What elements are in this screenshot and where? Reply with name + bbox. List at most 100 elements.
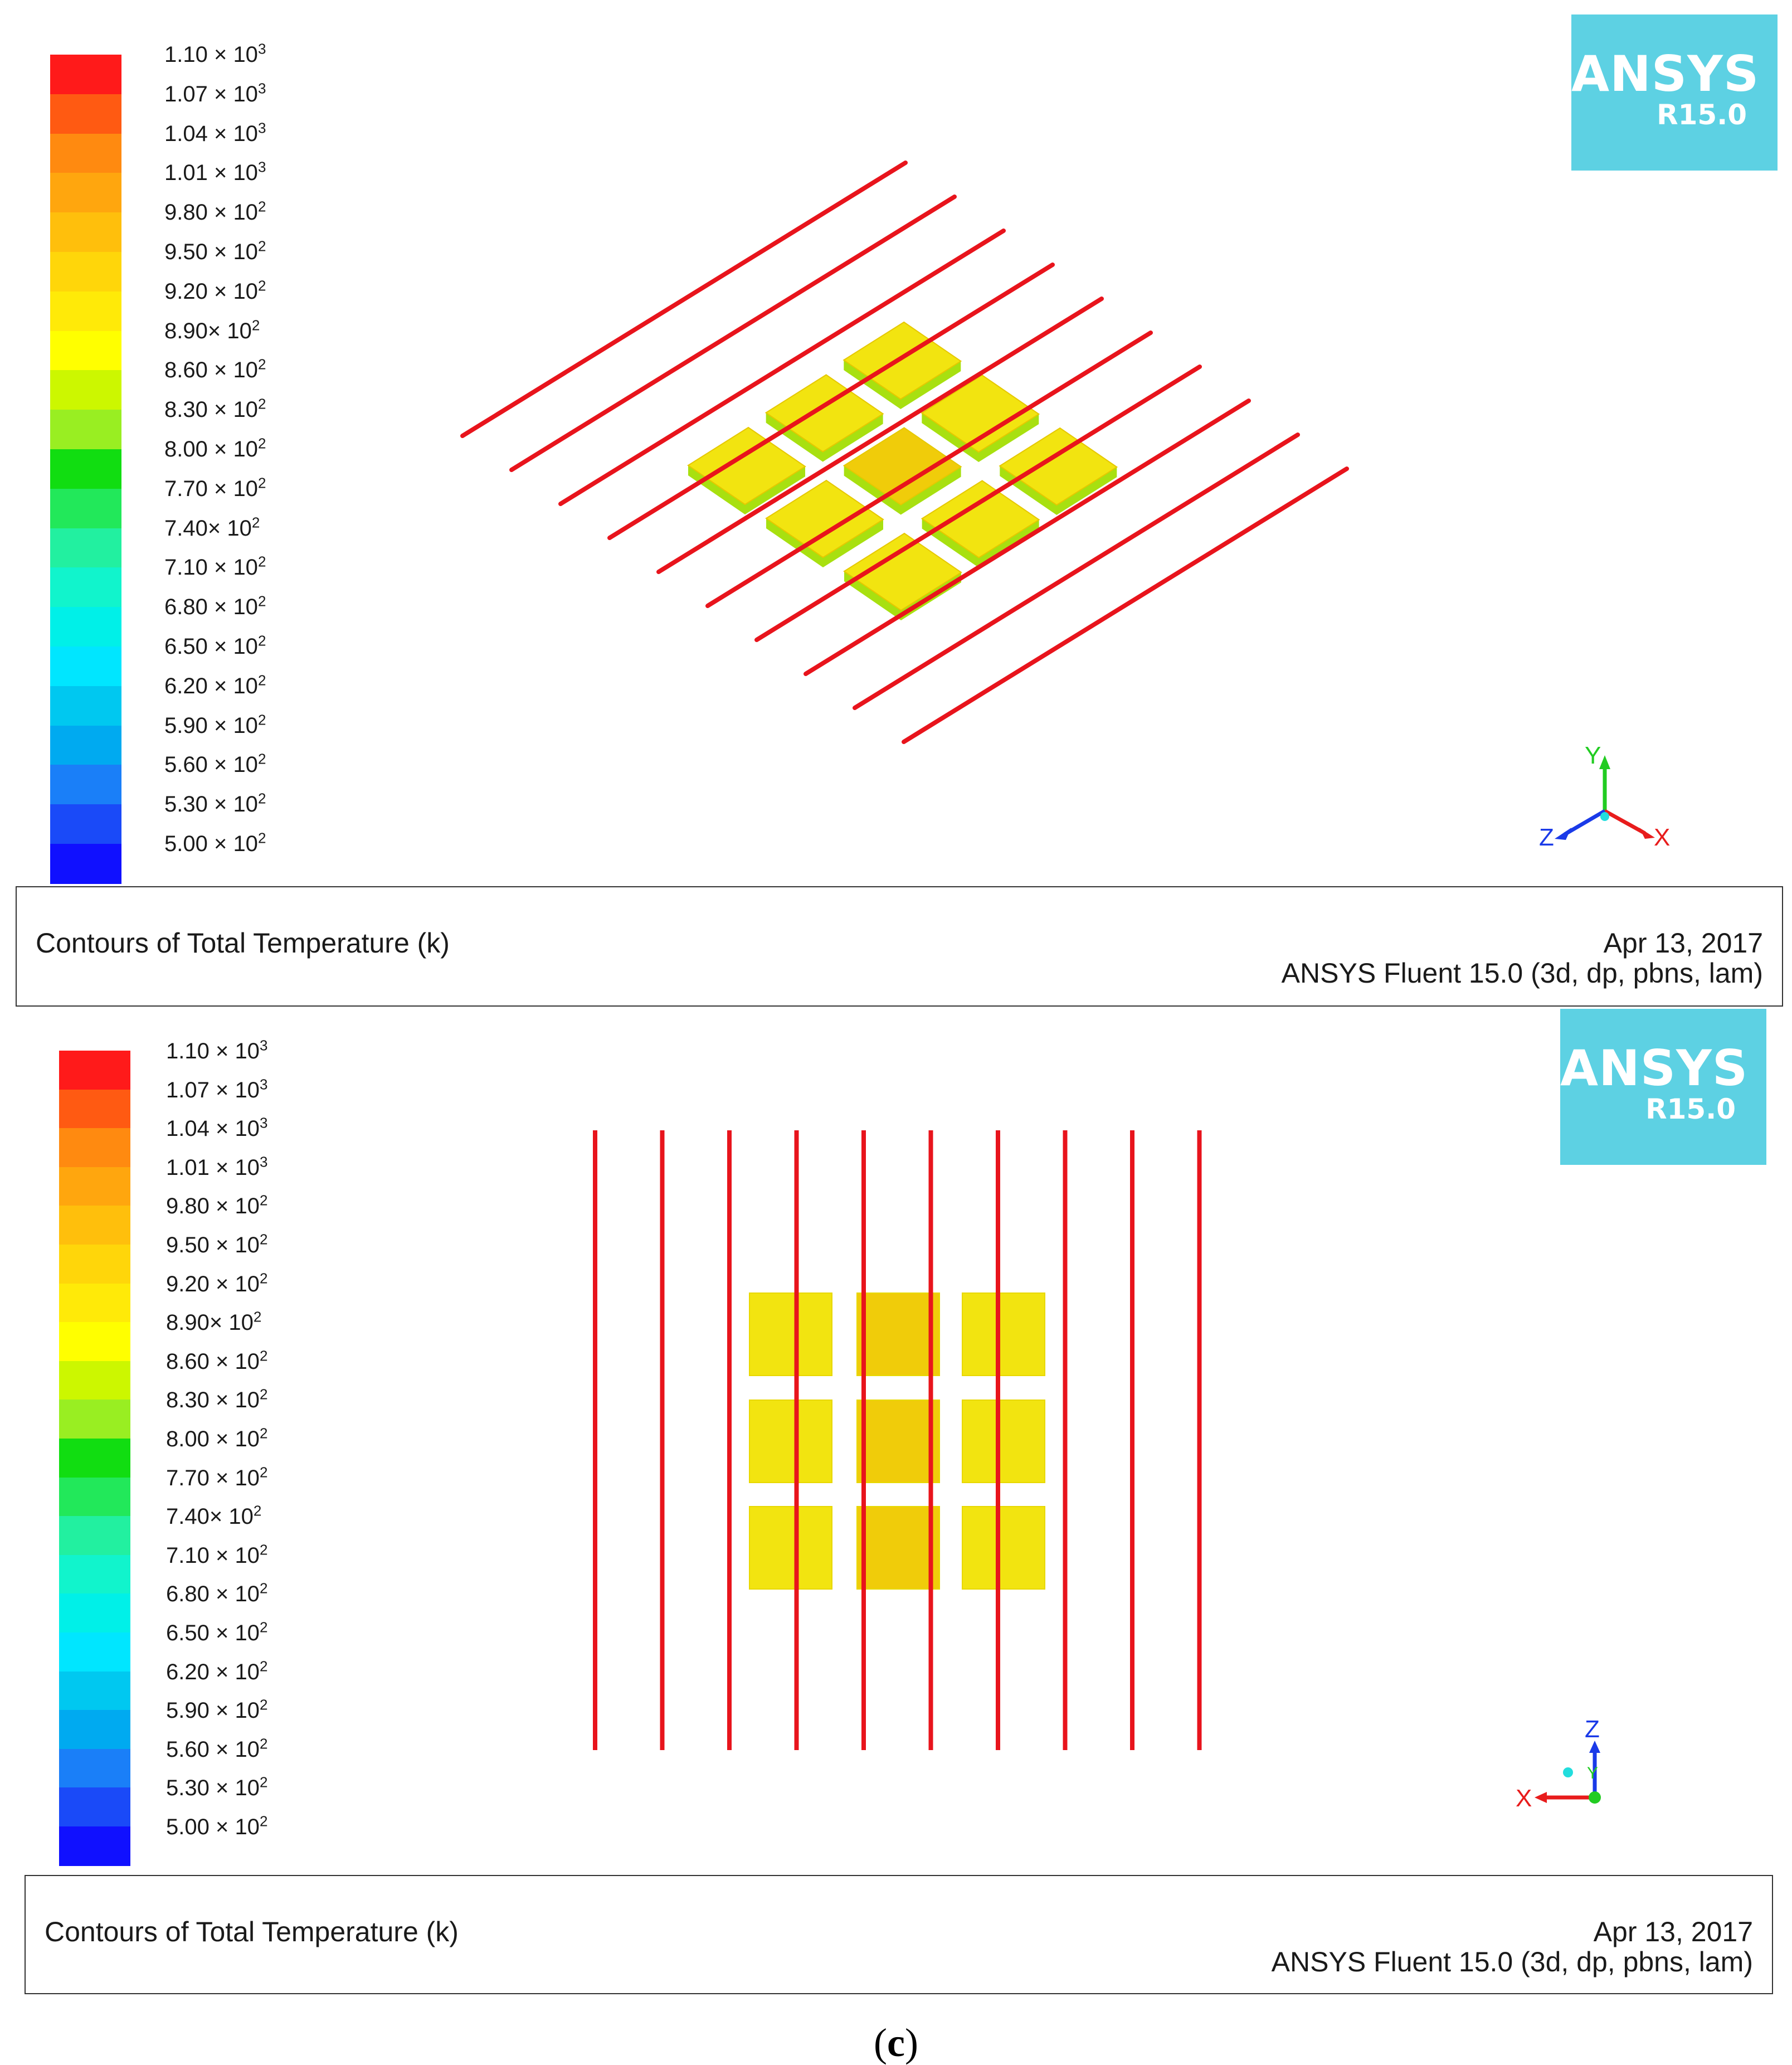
legend-swatch (59, 1322, 130, 1362)
legend-swatch (59, 1361, 130, 1401)
caption-date: Apr 13, 2017 (1593, 1916, 1753, 1947)
legend-label: 1.04 × 103 (166, 1114, 268, 1141)
legend-swatch (50, 410, 121, 450)
legend-label: 6.80 × 102 (166, 1580, 268, 1607)
legend-swatch (50, 647, 121, 687)
legend-swatch (59, 1283, 130, 1323)
legend-label: 6.20 × 102 (166, 1658, 268, 1684)
heating-rod (754, 365, 1202, 642)
heater-block-side (766, 412, 883, 462)
ansys-brand: ANSYS (1560, 1039, 1749, 1097)
caption-title: Contours of Total Temperature (k) (45, 1916, 459, 1947)
legend-swatch (59, 1089, 130, 1129)
legend-label: 8.00 × 102 (164, 435, 266, 461)
legend-label: 8.00 × 102 (166, 1425, 268, 1451)
graphics-viewport[interactable]: Z X Y (0, 1009, 1792, 1873)
heater-block (749, 1506, 832, 1590)
legend-swatch (50, 844, 121, 884)
heating-rod (656, 297, 1104, 574)
heater-block (843, 427, 962, 506)
legend-swatch (50, 133, 121, 174)
axis-origin-icon (1600, 812, 1609, 821)
legend-label: 5.30 × 102 (164, 790, 266, 817)
legend-swatch (59, 1245, 130, 1284)
legend-swatch (59, 1439, 130, 1478)
heating-rod (804, 399, 1251, 676)
graphics-viewport[interactable]: Y X Z (0, 0, 1792, 886)
legend-swatch (59, 1593, 130, 1633)
heater-block (962, 1293, 1045, 1376)
legend-label: 1.01 × 103 (164, 159, 266, 186)
heater-block (749, 1400, 832, 1483)
legend-label: 9.50 × 102 (166, 1231, 268, 1257)
legend-label: 7.70 × 102 (166, 1464, 268, 1490)
axis-z-label: Z (1585, 1716, 1600, 1743)
legend-swatch (50, 291, 121, 332)
legend-swatch (50, 765, 121, 805)
axis-triad: Z X Y (1516, 1716, 1601, 1812)
legend-label: 5.90 × 102 (164, 711, 266, 738)
axis-y-label: Y (1587, 1764, 1598, 1782)
legend-swatch (50, 804, 121, 844)
axis-x-line (1604, 809, 1646, 835)
heater-blocks (749, 1293, 1045, 1590)
heater-block (999, 427, 1118, 506)
heater-block (764, 374, 884, 453)
legend-swatch (50, 528, 121, 569)
legend-swatch (59, 1167, 130, 1207)
ansys-version: R15.0 (1645, 1093, 1736, 1125)
legend-swatch (59, 1051, 130, 1090)
heating-rods (593, 1130, 1202, 1750)
legend-label: 9.20 × 102 (166, 1270, 268, 1296)
heater-block (843, 532, 962, 611)
legend-label: 8.30 × 102 (166, 1386, 268, 1413)
heater-block (921, 480, 1040, 558)
heating-rod (853, 433, 1300, 710)
legend-swatch (50, 567, 121, 608)
axis-origin-icon (1589, 1791, 1601, 1804)
axis-z-line (1564, 809, 1606, 837)
axis-y-label: Y (1585, 742, 1601, 769)
legend-label: 9.80 × 102 (164, 198, 266, 225)
legend-label: 7.70 × 102 (164, 474, 266, 501)
caption-title: Contours of Total Temperature (k) (36, 927, 450, 959)
legend-label: 9.20 × 102 (164, 277, 266, 304)
legend-label: 1.04 × 103 (164, 119, 266, 146)
legend-swatch (50, 370, 121, 411)
caption-box: Contours of Total Temperature (k) Apr 13… (25, 1875, 1773, 1994)
legend-label: 1.07 × 103 (164, 80, 266, 106)
axis-x-label: X (1516, 1785, 1532, 1812)
heater-block (765, 479, 884, 558)
caption-box: Contours of Total Temperature (k) Apr 13… (16, 886, 1783, 1007)
legend-swatch (50, 173, 121, 213)
contour-panel-isometric: 1.10 × 103 1.07 × 103 1.04 × 103 1.01 × 103… (0, 0, 1792, 1014)
heater-block (856, 1400, 940, 1483)
heater-block (962, 1400, 1045, 1483)
heater-block-side (844, 360, 961, 409)
legend-swatch (59, 1710, 130, 1750)
heating-rod (705, 331, 1153, 608)
legend-swatch (50, 725, 121, 766)
heater-block (687, 426, 806, 506)
legend-label: 6.80 × 102 (164, 592, 266, 620)
heater-block-side (766, 518, 883, 567)
legend-swatch (50, 607, 121, 647)
heater-block-side (688, 465, 805, 514)
legend-swatch (50, 55, 121, 95)
legend-swatch (50, 686, 121, 726)
axis-x-arrow-icon (1535, 1792, 1547, 1803)
figure-label: (c) (874, 2020, 918, 2065)
legend-swatch (59, 1787, 130, 1827)
heater-block (962, 1506, 1045, 1590)
legend-label: 1.10 × 103 (166, 1037, 268, 1063)
legend-swatch (50, 331, 121, 371)
axis-z-arrow-icon (1589, 1741, 1600, 1753)
heating-rod (902, 467, 1349, 744)
legend-swatch (50, 449, 121, 489)
heating-rod (607, 263, 1055, 540)
legend-label: 5.30 × 102 (166, 1774, 268, 1801)
caption-date: Apr 13, 2017 (1603, 927, 1763, 959)
legend-label: 5.90 × 102 (166, 1696, 268, 1723)
legend-swatch (59, 1671, 130, 1711)
axis-y-dot-icon (1563, 1767, 1573, 1777)
